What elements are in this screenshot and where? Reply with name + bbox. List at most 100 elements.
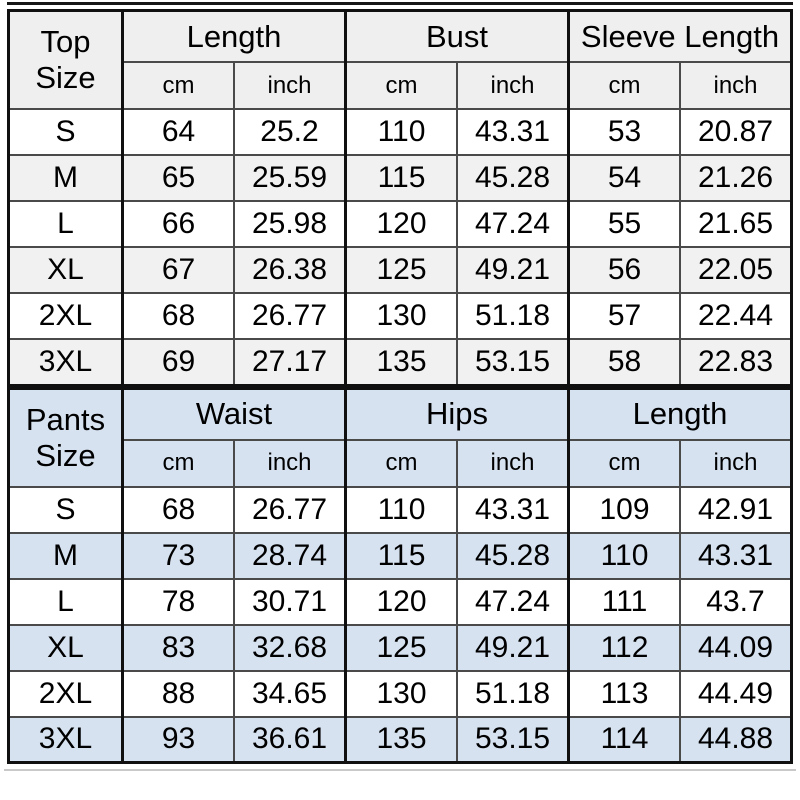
value-cell: 110	[344, 108, 458, 156]
group-header-row: Top Size Length Bust Sleeve Length	[7, 9, 793, 110]
size-column-header: Pants Size	[7, 387, 124, 488]
value-cell: 56	[567, 246, 681, 294]
unit-cm-label: cm	[344, 438, 458, 488]
value-cell: 22.44	[679, 292, 793, 340]
unit-cm-label: cm	[567, 438, 681, 488]
value-cell: 64	[121, 108, 235, 156]
value-cell: 130	[344, 669, 458, 718]
value-cell: 43.31	[456, 108, 570, 156]
value-cell: 34.65	[233, 669, 347, 718]
table-row: XL 67 26.38 125 49.21 56 22.05	[7, 246, 793, 294]
value-cell: 135	[344, 715, 458, 764]
value-cell: 130	[344, 292, 458, 340]
size-cell: S	[7, 485, 124, 534]
group-header-row: Pants Size Waist Hips Length	[7, 387, 793, 488]
unit-inch-label: inch	[233, 61, 347, 110]
value-cell: 69	[121, 338, 235, 386]
unit-inch-label: inch	[679, 438, 793, 488]
value-cell: 20.87	[679, 108, 793, 156]
unit-inch-label: inch	[233, 438, 347, 488]
table-row: 2XL 88 34.65 130 51.18 113 44.49	[7, 669, 793, 718]
top-size-table: Top Size Length Bust Sleeve Length cm in…	[7, 9, 793, 387]
value-cell: 112	[567, 623, 681, 672]
size-cell: 3XL	[7, 715, 124, 764]
table-row: XL 83 32.68 125 49.21 112 44.09	[7, 623, 793, 672]
value-cell: 47.24	[456, 200, 570, 248]
pants-size-table-body: S 68 26.77 110 43.31 109 42.91 M 73 28.74 115 45.28…	[7, 485, 793, 764]
value-cell: 115	[344, 531, 458, 580]
value-cell: 21.65	[679, 200, 793, 248]
size-cell: M	[7, 531, 124, 580]
unit-cm-label: cm	[567, 61, 681, 110]
value-cell: 113	[567, 669, 681, 718]
size-cell: XL	[7, 623, 124, 672]
value-cell: 43.31	[456, 485, 570, 534]
size-cell: XL	[7, 246, 124, 294]
value-cell: 25.98	[233, 200, 347, 248]
top-divider-rule	[7, 2, 793, 5]
value-cell: 93	[121, 715, 235, 764]
size-cell: 3XL	[7, 338, 124, 386]
value-cell: 44.09	[679, 623, 793, 672]
unit-inch-label: inch	[456, 61, 570, 110]
value-cell: 135	[344, 338, 458, 386]
unit-header-row: cm inch cm inch cm inch	[9, 61, 793, 110]
value-cell: 68	[121, 292, 235, 340]
value-cell: 73	[121, 531, 235, 580]
value-cell: 54	[567, 154, 681, 202]
value-cell: 78	[121, 577, 235, 626]
value-cell: 125	[344, 246, 458, 294]
table-row: 2XL 68 26.77 130 51.18 57 22.44	[7, 292, 793, 340]
value-cell: 32.68	[233, 623, 347, 672]
value-cell: 51.18	[456, 669, 570, 718]
size-column-header: Top Size	[7, 9, 124, 110]
value-cell: 65	[121, 154, 235, 202]
unit-inch-label: inch	[456, 438, 570, 488]
value-cell: 26.38	[233, 246, 347, 294]
value-cell: 49.21	[456, 246, 570, 294]
top-size-table-header: Top Size Length Bust Sleeve Length cm in…	[7, 9, 793, 110]
table-row: M 65 25.59 115 45.28 54 21.26	[7, 154, 793, 202]
pants-size-table: Pants Size Waist Hips Length cm inch cm …	[7, 386, 793, 764]
value-cell: 110	[567, 531, 681, 580]
value-cell: 21.26	[679, 154, 793, 202]
value-cell: 28.74	[233, 531, 347, 580]
value-cell: 67	[121, 246, 235, 294]
size-cell: S	[7, 108, 124, 156]
pants-size-table-header: Pants Size Waist Hips Length cm inch cm …	[7, 387, 793, 488]
size-cell: L	[7, 577, 124, 626]
value-cell: 43.31	[679, 531, 793, 580]
table-row: M 73 28.74 115 45.28 110 43.31	[7, 531, 793, 580]
value-cell: 55	[567, 200, 681, 248]
value-cell: 68	[121, 485, 235, 534]
group-header-length: Length	[567, 387, 793, 441]
value-cell: 83	[121, 623, 235, 672]
value-cell: 43.7	[679, 577, 793, 626]
size-cell: 2XL	[7, 292, 124, 340]
unit-cm-label: cm	[344, 61, 458, 110]
value-cell: 26.77	[233, 292, 347, 340]
unit-cm-label: cm	[121, 438, 235, 488]
value-cell: 120	[344, 200, 458, 248]
value-cell: 49.21	[456, 623, 570, 672]
value-cell: 30.71	[233, 577, 347, 626]
value-cell: 36.61	[233, 715, 347, 764]
value-cell: 57	[567, 292, 681, 340]
value-cell: 27.17	[233, 338, 347, 386]
value-cell: 44.88	[679, 715, 793, 764]
unit-inch-label: inch	[679, 61, 793, 110]
bottom-divider-rule	[4, 769, 796, 771]
value-cell: 25.59	[233, 154, 347, 202]
unit-header-row: cm inch cm inch cm inch	[9, 438, 793, 488]
table-row: S 68 26.77 110 43.31 109 42.91	[7, 485, 793, 534]
value-cell: 120	[344, 577, 458, 626]
value-cell: 58	[567, 338, 681, 386]
value-cell: 115	[344, 154, 458, 202]
size-cell: 2XL	[7, 669, 124, 718]
table-row: 3XL 93 36.61 135 53.15 114 44.88	[7, 715, 793, 764]
value-cell: 25.2	[233, 108, 347, 156]
group-header-sleeve-length: Sleeve Length	[567, 9, 793, 63]
value-cell: 53	[567, 108, 681, 156]
table-row: S 64 25.2 110 43.31 53 20.87	[7, 108, 793, 156]
value-cell: 53.15	[456, 338, 570, 386]
